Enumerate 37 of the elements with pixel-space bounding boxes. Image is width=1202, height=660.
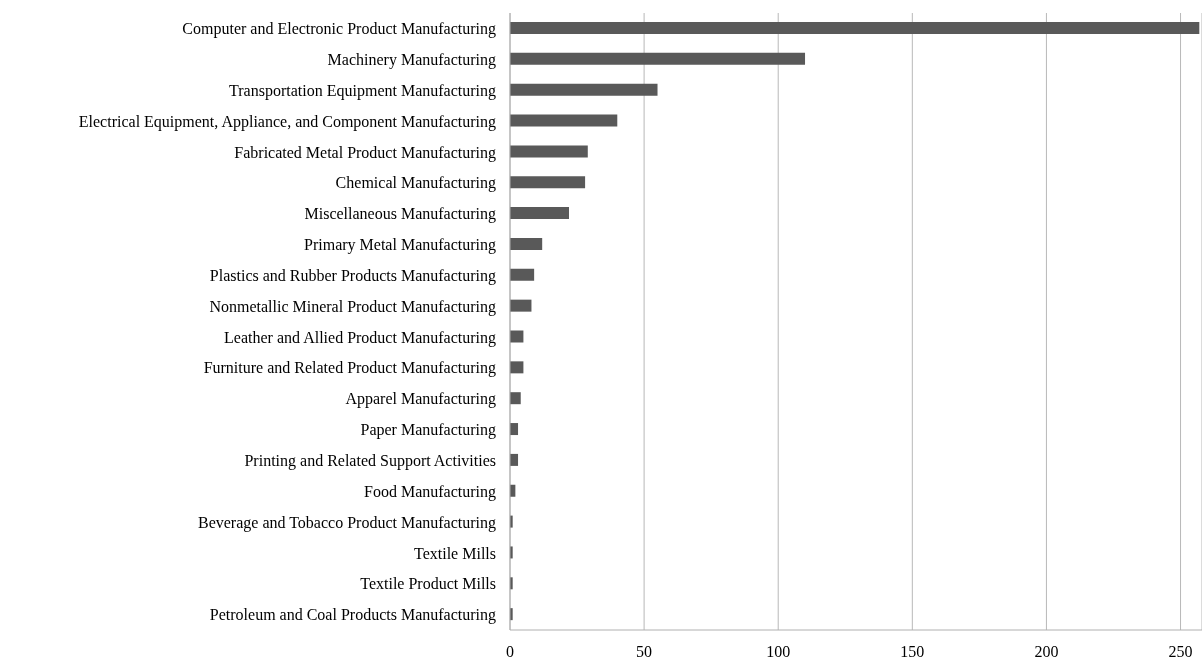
y-tick-label: Miscellaneous Manufacturing bbox=[304, 205, 496, 224]
bar bbox=[510, 207, 570, 220]
y-tick-label: Printing and Related Support Activities bbox=[244, 452, 496, 471]
bar bbox=[510, 52, 806, 65]
x-tick-label: 200 bbox=[1034, 643, 1059, 660]
y-tick-label: Fabricated Metal Product Manufacturing bbox=[234, 143, 496, 162]
y-tick-label: Petroleum and Coal Products Manufacturing bbox=[209, 606, 496, 625]
y-tick-label: Furniture and Related Product Manufacturing bbox=[203, 359, 496, 378]
y-tick-label: Apparel Manufacturing bbox=[345, 390, 496, 409]
y-tick-label: Machinery Manufacturing bbox=[327, 50, 496, 69]
y-tick-label: Leather and Allied Product Manufacturing bbox=[224, 328, 496, 347]
x-tick-label: 0 bbox=[506, 643, 514, 660]
bar bbox=[510, 145, 588, 158]
y-tick-label: Textile Product Mills bbox=[360, 575, 496, 593]
bar bbox=[510, 268, 535, 281]
y-tick-label: Plastics and Rubber Products Manufacturing bbox=[209, 266, 496, 285]
y-tick-label: Nonmetallic Mineral Product Manufacturing bbox=[209, 297, 496, 316]
x-tick-label: 150 bbox=[900, 643, 925, 660]
bar bbox=[510, 83, 658, 96]
bar bbox=[510, 299, 532, 312]
bar bbox=[510, 237, 543, 250]
y-tick-label: Transportation Equipment Manufacturing bbox=[229, 81, 496, 100]
y-tick-label: Chemical Manufacturing bbox=[335, 174, 496, 193]
bar bbox=[510, 114, 618, 127]
y-tick-label: Paper Manufacturing bbox=[360, 421, 496, 440]
y-tick-label: Computer and Electronic Product Manufacturing bbox=[182, 20, 496, 39]
x-tick-label: 250 bbox=[1168, 643, 1193, 660]
x-tick-label: 100 bbox=[766, 643, 791, 660]
bar bbox=[510, 176, 586, 189]
y-tick-label: Food Manufacturing bbox=[364, 482, 496, 501]
bar bbox=[510, 22, 1200, 34]
y-tick-label: Primary Metal Manufacturing bbox=[304, 236, 496, 255]
y-tick-label: Beverage and Tobacco Product Manufacturing bbox=[197, 513, 496, 532]
y-tick-label: Textile Mills bbox=[414, 544, 496, 562]
y-tick-label: Electrical Equipment, Appliance, and Component Manufacturing bbox=[78, 112, 496, 131]
bar bbox=[510, 392, 521, 405]
x-tick-label: 50 bbox=[636, 643, 653, 660]
